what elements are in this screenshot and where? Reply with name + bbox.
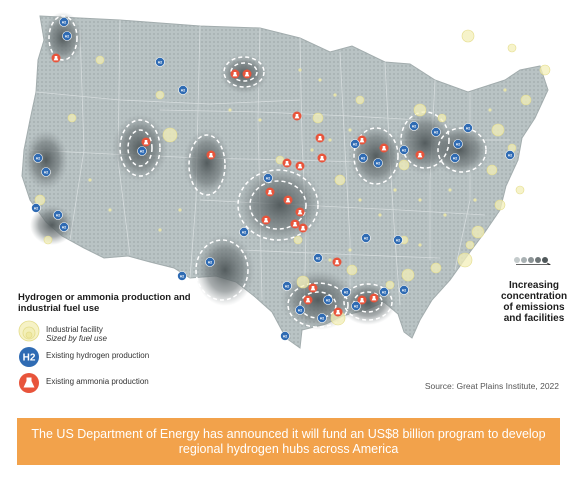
svg-text:H2: H2 bbox=[34, 206, 39, 210]
industrial-facility-markers bbox=[34, 29, 551, 326]
svg-text:H2: H2 bbox=[158, 60, 163, 64]
svg-text:H2: H2 bbox=[283, 334, 288, 338]
svg-text:H2: H2 bbox=[453, 156, 458, 160]
svg-text:H2: H2 bbox=[402, 288, 407, 292]
svg-text:H2: H2 bbox=[208, 260, 213, 264]
svg-text:H2: H2 bbox=[361, 156, 366, 160]
svg-text:H2: H2 bbox=[382, 290, 387, 294]
svg-text:H2: H2 bbox=[65, 34, 70, 38]
source-note: Source: Great Plains Institute, 2022 bbox=[424, 381, 559, 391]
svg-text:H2: H2 bbox=[44, 170, 49, 174]
svg-text:H2: H2 bbox=[140, 149, 145, 153]
ammonia-flask-icon bbox=[19, 373, 39, 393]
h2-icon: H2 bbox=[19, 347, 39, 367]
svg-text:H2: H2 bbox=[56, 213, 61, 217]
svg-text:H2: H2 bbox=[326, 298, 331, 302]
caption-banner: The US Department of Energy has announce… bbox=[17, 418, 560, 465]
svg-text:H2: H2 bbox=[316, 256, 321, 260]
concentration-label: Increasing concentration of emissions an… bbox=[500, 280, 568, 324]
legend-item-ammonia: Existing ammonia production bbox=[18, 372, 218, 398]
svg-text:H2: H2 bbox=[180, 274, 185, 278]
legend-title: Hydrogen or ammonia production and indus… bbox=[18, 292, 191, 314]
map-legend: Hydrogen or ammonia production and indus… bbox=[18, 292, 218, 398]
concentration-scale: Increasing concentration of emissions an… bbox=[500, 252, 568, 324]
ammonia-production-markers bbox=[51, 53, 425, 317]
svg-text:H2: H2 bbox=[364, 236, 369, 240]
svg-text:H2: H2 bbox=[396, 238, 401, 242]
caption-text: The US Department of Energy has announce… bbox=[31, 427, 546, 456]
hydrogen-production-markers: H2 H2 H2 H2 H2 H2 H2 H2 H2 H2 H2 H2 H2 H… bbox=[31, 17, 515, 341]
industrial-facility-icon bbox=[18, 320, 40, 342]
legend-label: Existing hydrogen production bbox=[46, 351, 150, 360]
concentration-gradient-icon bbox=[514, 257, 551, 267]
legend-label: Industrial facility bbox=[46, 325, 103, 334]
legend-label: Existing ammonia production bbox=[46, 377, 149, 386]
svg-text:H2: H2 bbox=[344, 290, 349, 294]
small-facility-dots bbox=[88, 68, 507, 262]
legend-sublabel: Sized by fuel use bbox=[46, 334, 107, 343]
legend-item-industrial-facility: Industrial facility Sized by fuel use bbox=[18, 320, 218, 346]
svg-text:H2: H2 bbox=[298, 308, 303, 312]
svg-text:H2: H2 bbox=[36, 156, 41, 160]
svg-text:H2: H2 bbox=[242, 230, 247, 234]
svg-text:H2: H2 bbox=[412, 124, 417, 128]
svg-text:H2: H2 bbox=[181, 88, 186, 92]
svg-text:H2: H2 bbox=[434, 130, 439, 134]
us-hydrogen-hubs-map: H2 H2 H2 H2 H2 H2 H2 H2 H2 H2 H2 H2 H2 H… bbox=[21, 12, 551, 349]
svg-text:H2: H2 bbox=[376, 161, 381, 165]
svg-text:H2: H2 bbox=[508, 153, 513, 157]
svg-text:H2: H2 bbox=[456, 142, 461, 146]
svg-text:H2: H2 bbox=[320, 316, 325, 320]
svg-text:H2: H2 bbox=[62, 20, 67, 24]
svg-text:H2: H2 bbox=[266, 176, 271, 180]
svg-text:H2: H2 bbox=[354, 304, 359, 308]
svg-text:H2: H2 bbox=[285, 284, 290, 288]
h2-glyph: H2 bbox=[23, 353, 36, 364]
svg-text:H2: H2 bbox=[402, 148, 407, 152]
svg-text:H2: H2 bbox=[353, 142, 358, 146]
svg-text:H2: H2 bbox=[62, 225, 67, 229]
legend-item-hydrogen: H2 Existing hydrogen production bbox=[18, 346, 218, 372]
svg-text:H2: H2 bbox=[466, 126, 471, 130]
